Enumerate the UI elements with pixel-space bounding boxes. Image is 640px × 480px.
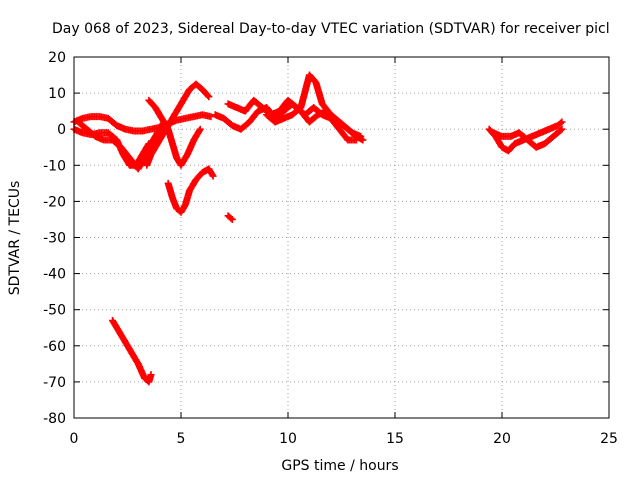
chart-title: Day 068 of 2023, Sidereal Day-to-day VTE… <box>52 21 610 37</box>
y-tick-label: -50 <box>43 303 66 319</box>
y-tick-label: -30 <box>43 231 66 247</box>
y-tick-label: 0 <box>57 122 66 138</box>
x-tick-label: 10 <box>279 431 297 447</box>
x-tick-label: 15 <box>386 431 404 447</box>
y-tick-label: -60 <box>43 339 66 355</box>
x-tick-label: 5 <box>177 431 186 447</box>
series-arc-d <box>143 80 213 169</box>
series-arc-g <box>224 212 236 223</box>
series-arc-e <box>145 96 204 169</box>
y-tick-label: -20 <box>43 194 66 210</box>
x-tick-label: 20 <box>493 431 511 447</box>
series-arc-j <box>224 96 360 144</box>
y-axis-label: SDTVAR / TECUs <box>7 181 23 296</box>
y-tick-label: -40 <box>43 267 66 283</box>
y-tick-label: -70 <box>43 375 66 391</box>
x-tick-label: 0 <box>70 431 79 447</box>
y-tick-label: -80 <box>43 411 66 427</box>
x-axis-label: GPS time / hours <box>281 458 398 474</box>
y-tick-label: 20 <box>48 50 66 66</box>
x-tick-label: 25 <box>600 431 618 447</box>
plot-frame <box>73 56 610 419</box>
axis-ticks: 0 5 10 15 20 25 -80 -70 -60 -50 -40 -30 -20 -10 0 10 20 <box>43 50 618 447</box>
series-arc-c <box>74 118 168 173</box>
series-arc-m <box>489 125 566 151</box>
y-tick-label: -10 <box>43 158 66 174</box>
series-arc-f <box>164 165 217 216</box>
data-points <box>70 71 566 386</box>
series-arc-k <box>109 317 155 386</box>
y-tick-label: 10 <box>48 86 66 102</box>
